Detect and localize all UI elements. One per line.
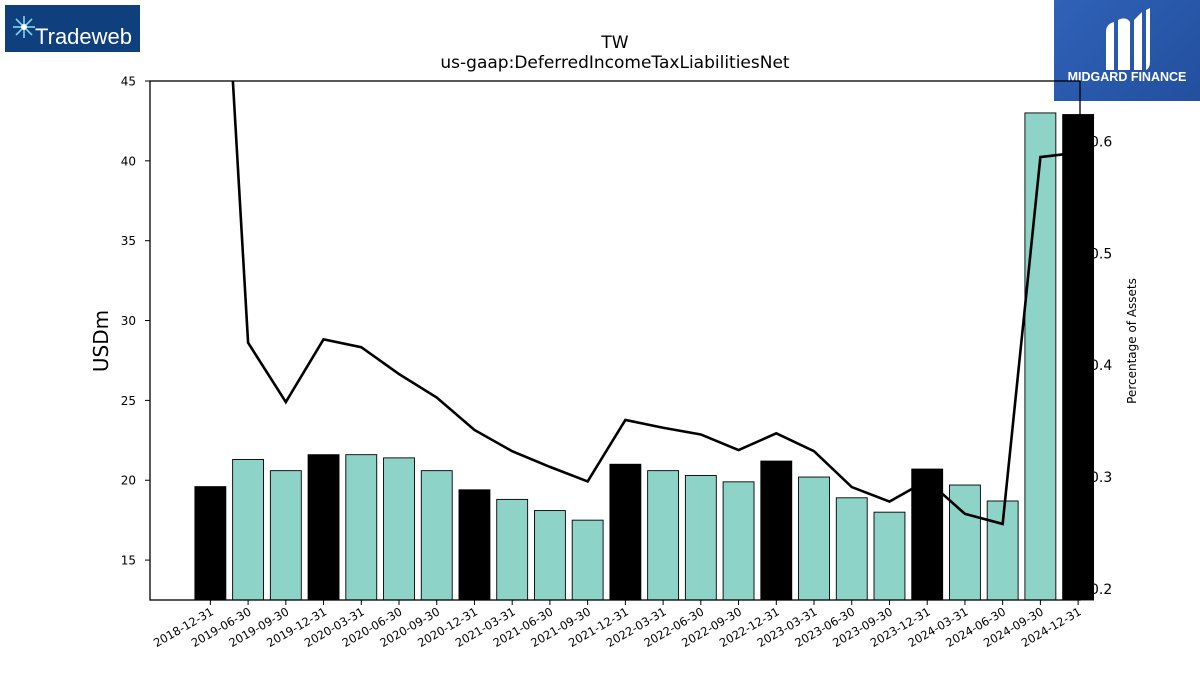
bar-2020-12-31 bbox=[458, 489, 491, 601]
bar-2021-06-30 bbox=[534, 510, 566, 601]
y-tick-label: 30 bbox=[121, 314, 136, 328]
bar-2020-06-30 bbox=[383, 457, 415, 601]
tradeweb-logo-mark: Tradeweb bbox=[13, 16, 132, 49]
bar-2022-06-30 bbox=[684, 474, 717, 601]
y2-tick-label: 0.3 bbox=[1090, 470, 1112, 486]
bar-2023-09-30 bbox=[873, 511, 906, 601]
bar-2023-03-31 bbox=[798, 476, 830, 601]
midgard-logo-text: MIDGARD FINANCE bbox=[1068, 70, 1187, 84]
x-axis: 2018-12-312019-06-302019-09-302019-12-31… bbox=[151, 600, 1084, 650]
bar-2020-09-30 bbox=[420, 470, 453, 601]
chart-title: TW bbox=[600, 33, 628, 53]
plot-area bbox=[149, 80, 1081, 601]
bar-2021-03-31 bbox=[496, 498, 529, 601]
bar-2024-03-31 bbox=[949, 484, 981, 601]
y-tick-label: 15 bbox=[121, 554, 136, 568]
bar-2024-12-31 bbox=[1062, 114, 1095, 601]
bar-2022-03-31 bbox=[647, 470, 680, 601]
midgard-logo-mark: MIDGARD FINANCE bbox=[1068, 8, 1187, 84]
y2-axis-label: Percentage of Assets bbox=[1125, 278, 1139, 404]
bar-2021-12-31 bbox=[609, 463, 642, 601]
percentage-of-assets-line bbox=[231, 81, 1079, 526]
y2-tick-label: 0.4 bbox=[1090, 358, 1112, 374]
bar-2019-09-30 bbox=[269, 470, 302, 601]
y-tick-label: 25 bbox=[121, 394, 136, 408]
y2-tick-label: 0.2 bbox=[1090, 582, 1112, 598]
line-series bbox=[231, 81, 1079, 526]
bar-2023-06-30 bbox=[835, 497, 868, 601]
midgard-finance-logo: MIDGARD FINANCE bbox=[1054, 0, 1200, 101]
y-tick-label: 40 bbox=[121, 154, 136, 168]
y-tick-label: 35 bbox=[121, 234, 136, 248]
y-axis-right: 0.2 0.3 0.4 0.5 0.6 bbox=[1080, 134, 1112, 598]
y-axis-label: USDm bbox=[89, 310, 113, 372]
y-tick-label: 45 bbox=[121, 75, 136, 89]
bar-2021-09-30 bbox=[571, 519, 604, 601]
y2-tick-label: 0.6 bbox=[1090, 134, 1112, 150]
bar-series bbox=[194, 112, 1095, 601]
y-axis-left: 15 20 25 30 35 40 45 bbox=[121, 75, 150, 568]
tradeweb-logo-text: Tradeweb bbox=[35, 24, 132, 49]
bar-2019-06-30 bbox=[232, 459, 265, 601]
y-tick-label: 20 bbox=[121, 474, 136, 488]
bar-2024-09-30 bbox=[1024, 112, 1057, 601]
y2-tick-label: 0.5 bbox=[1090, 246, 1112, 262]
chart-subtitle: us-gaap:DeferredIncomeTaxLiabilitiesNet bbox=[440, 53, 790, 73]
bar-2018-12-31 bbox=[194, 486, 227, 601]
bar-2022-12-31 bbox=[760, 460, 793, 601]
tradeweb-logo: Tradeweb bbox=[5, 5, 140, 52]
bar-2022-09-30 bbox=[722, 481, 755, 601]
bar-2019-12-31 bbox=[307, 454, 340, 601]
bar-2020-03-31 bbox=[345, 454, 378, 601]
